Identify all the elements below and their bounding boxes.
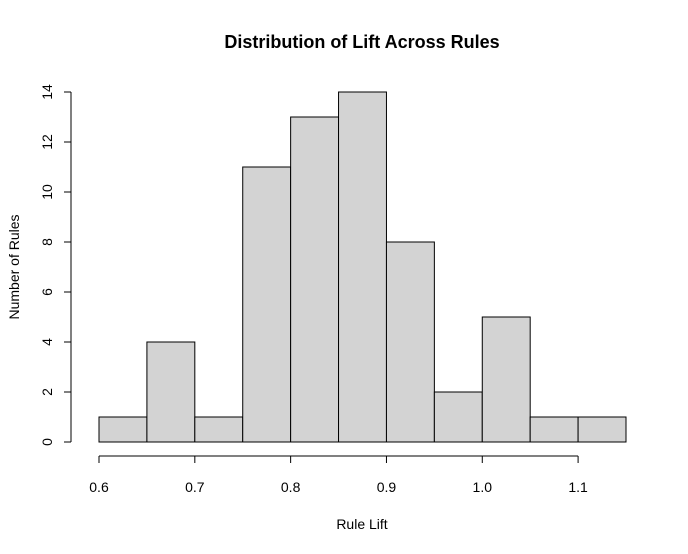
- histogram-bar: [338, 91, 387, 443]
- x-tick-label: 0.7: [185, 479, 205, 495]
- histogram-bar: [481, 316, 531, 443]
- x-tick-label: 1.1: [568, 479, 588, 495]
- histogram-bar: [577, 416, 627, 443]
- histogram-bar: [194, 416, 244, 443]
- y-axis-label: Number of Rules: [6, 214, 22, 319]
- histogram-bar: [433, 391, 483, 443]
- histogram-bar: [529, 416, 579, 443]
- histogram-bar: [98, 416, 148, 443]
- y-tick-label: 14: [39, 84, 55, 100]
- y-axis: 0 2 4 6 8 10 12 14: [39, 84, 72, 446]
- y-tick-label: 0: [39, 438, 55, 446]
- histogram-bar: [385, 241, 435, 443]
- histogram-bar: [290, 116, 340, 443]
- histogram-bar: [146, 341, 196, 443]
- y-tick-label: 12: [39, 134, 55, 150]
- x-tick-label: 0.9: [377, 479, 397, 495]
- x-tick-label: 0.6: [89, 479, 109, 495]
- x-axis-label: Rule Lift: [336, 516, 387, 532]
- y-tick-label: 8: [39, 238, 55, 246]
- x-axis: 0.6 0.7 0.8 0.9 1.0 1.1: [89, 455, 588, 495]
- x-tick-label: 0.8: [281, 479, 301, 495]
- y-tick-label: 2: [39, 388, 55, 396]
- histogram-bar: [242, 166, 292, 443]
- x-tick-label: 1.0: [473, 479, 493, 495]
- y-tick-label: 6: [39, 288, 55, 296]
- chart-title: Distribution of Lift Across Rules: [224, 32, 499, 52]
- y-tick-label: 10: [39, 184, 55, 200]
- y-tick-label: 4: [39, 338, 55, 346]
- bars-group: [98, 91, 627, 443]
